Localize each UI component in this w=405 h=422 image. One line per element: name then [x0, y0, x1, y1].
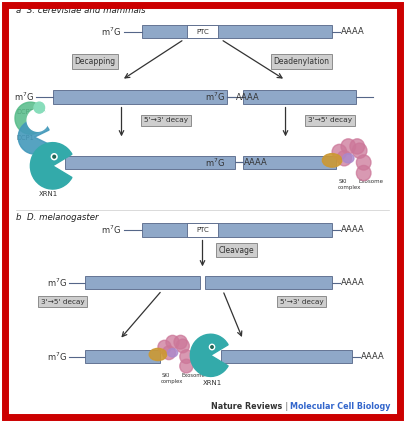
Text: Molecular Cell Biology: Molecular Cell Biology [290, 403, 390, 411]
Text: m$^7$G: m$^7$G [102, 224, 122, 236]
Text: m$^7$G: m$^7$G [205, 91, 225, 103]
Circle shape [356, 155, 371, 170]
Polygon shape [27, 109, 48, 131]
Circle shape [34, 102, 45, 113]
Ellipse shape [322, 154, 342, 167]
Bar [243, 156, 336, 169]
Circle shape [211, 346, 213, 348]
Text: 3'→5' decay: 3'→5' decay [41, 299, 85, 305]
Bar [85, 350, 160, 363]
Bar [53, 90, 227, 104]
Text: Nature Reviews: Nature Reviews [211, 403, 282, 411]
Wedge shape [30, 143, 72, 189]
Circle shape [332, 144, 347, 160]
Circle shape [176, 339, 189, 353]
Text: AAAA: AAAA [341, 27, 365, 36]
Text: XRN1: XRN1 [39, 191, 58, 197]
Text: a  S. cerevisiae and mammals: a S. cerevisiae and mammals [16, 6, 146, 15]
Bar [243, 90, 356, 104]
Text: Exosome: Exosome [181, 373, 205, 379]
Bar [142, 25, 332, 38]
Text: AAAA: AAAA [361, 352, 385, 361]
Bar [205, 276, 332, 289]
Circle shape [341, 139, 356, 154]
Text: DCP2: DCP2 [16, 109, 34, 115]
Text: m$^7$G: m$^7$G [102, 25, 122, 38]
Text: b  D. melanogaster: b D. melanogaster [16, 213, 99, 222]
Text: SKI
complex: SKI complex [161, 373, 183, 384]
Text: 5'→3' decay: 5'→3' decay [144, 117, 188, 123]
Text: AAAA: AAAA [341, 225, 365, 235]
Text: AAAA: AAAA [341, 278, 365, 287]
Text: Exosome: Exosome [358, 179, 384, 184]
Ellipse shape [149, 349, 167, 360]
Circle shape [174, 335, 187, 349]
Circle shape [356, 165, 371, 181]
Bar [187, 223, 217, 237]
Text: m$^7$G: m$^7$G [205, 156, 225, 169]
Text: m$^7$G: m$^7$G [47, 350, 67, 363]
Bar [65, 156, 235, 169]
Ellipse shape [343, 154, 354, 163]
Text: Decapping: Decapping [75, 57, 116, 66]
Circle shape [352, 143, 367, 158]
Bar [85, 276, 200, 289]
Ellipse shape [167, 349, 178, 357]
Circle shape [337, 151, 352, 166]
Text: Deadenylation: Deadenylation [274, 57, 330, 66]
Text: AAAA: AAAA [244, 158, 268, 167]
Text: DCP1: DCP1 [16, 135, 34, 141]
Bar [187, 25, 217, 38]
Text: AAAA: AAAA [236, 92, 260, 102]
Polygon shape [15, 102, 46, 134]
Bar [221, 350, 352, 363]
Circle shape [53, 155, 55, 158]
Circle shape [166, 335, 179, 349]
Circle shape [180, 350, 193, 363]
Text: 5'→3' decay: 5'→3' decay [280, 299, 324, 305]
Text: PTC: PTC [196, 227, 209, 233]
Text: XRN1: XRN1 [203, 380, 222, 386]
Circle shape [51, 154, 57, 160]
Text: Cleavage: Cleavage [219, 246, 255, 255]
Text: PTC: PTC [196, 29, 209, 35]
Text: SKI
complex: SKI complex [338, 179, 362, 190]
Circle shape [180, 359, 193, 373]
Text: 3'→5' decay: 3'→5' decay [308, 117, 352, 123]
Circle shape [350, 139, 364, 154]
Wedge shape [18, 120, 49, 154]
Circle shape [158, 340, 171, 354]
Text: |: | [283, 403, 290, 411]
Circle shape [209, 344, 215, 350]
Wedge shape [190, 334, 228, 376]
Bar [142, 223, 332, 237]
Text: m$^7$G: m$^7$G [15, 91, 34, 103]
Text: m$^7$G: m$^7$G [47, 276, 67, 289]
Circle shape [162, 346, 175, 360]
